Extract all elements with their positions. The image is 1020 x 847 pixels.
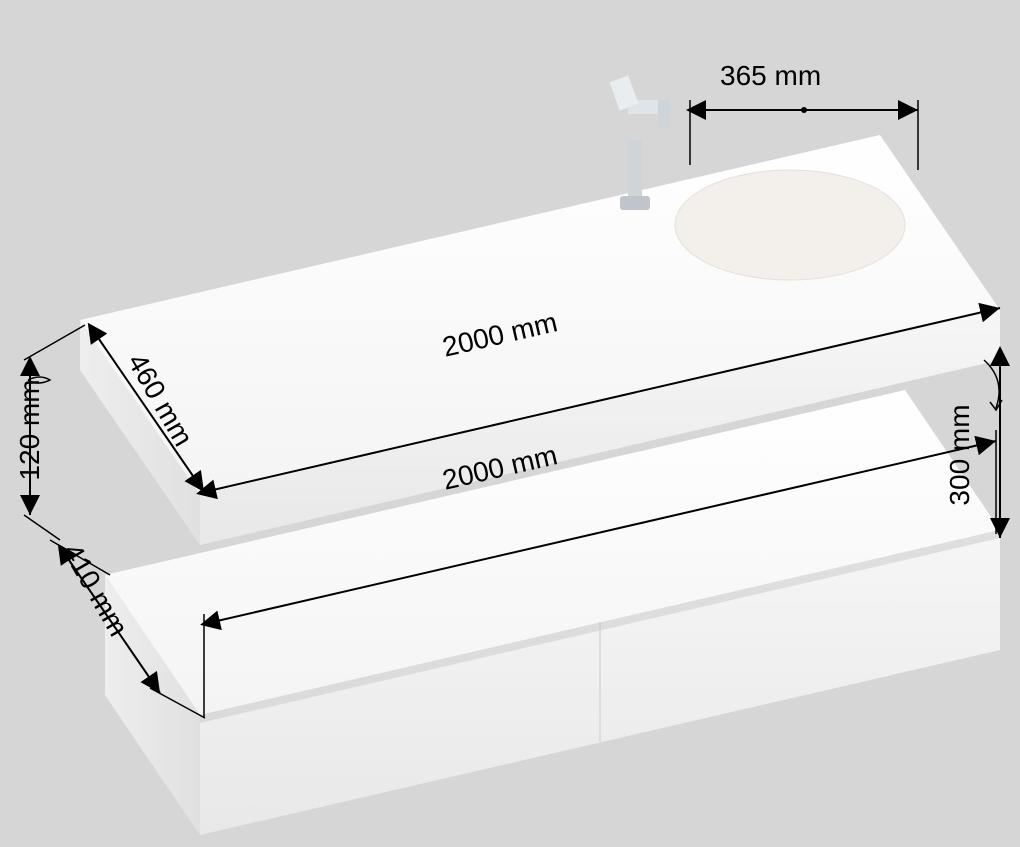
label-cabinet-height: 300 mm <box>944 404 976 505</box>
basin <box>675 170 905 280</box>
label-basin-width: 365 mm <box>720 60 821 92</box>
diagram-stage: 365 mm 2000 mm 2000 mm 460 mm 410 mm 120… <box>0 0 1020 847</box>
label-top-thickness: 120 mm <box>14 379 46 480</box>
product-svg <box>0 0 1020 847</box>
